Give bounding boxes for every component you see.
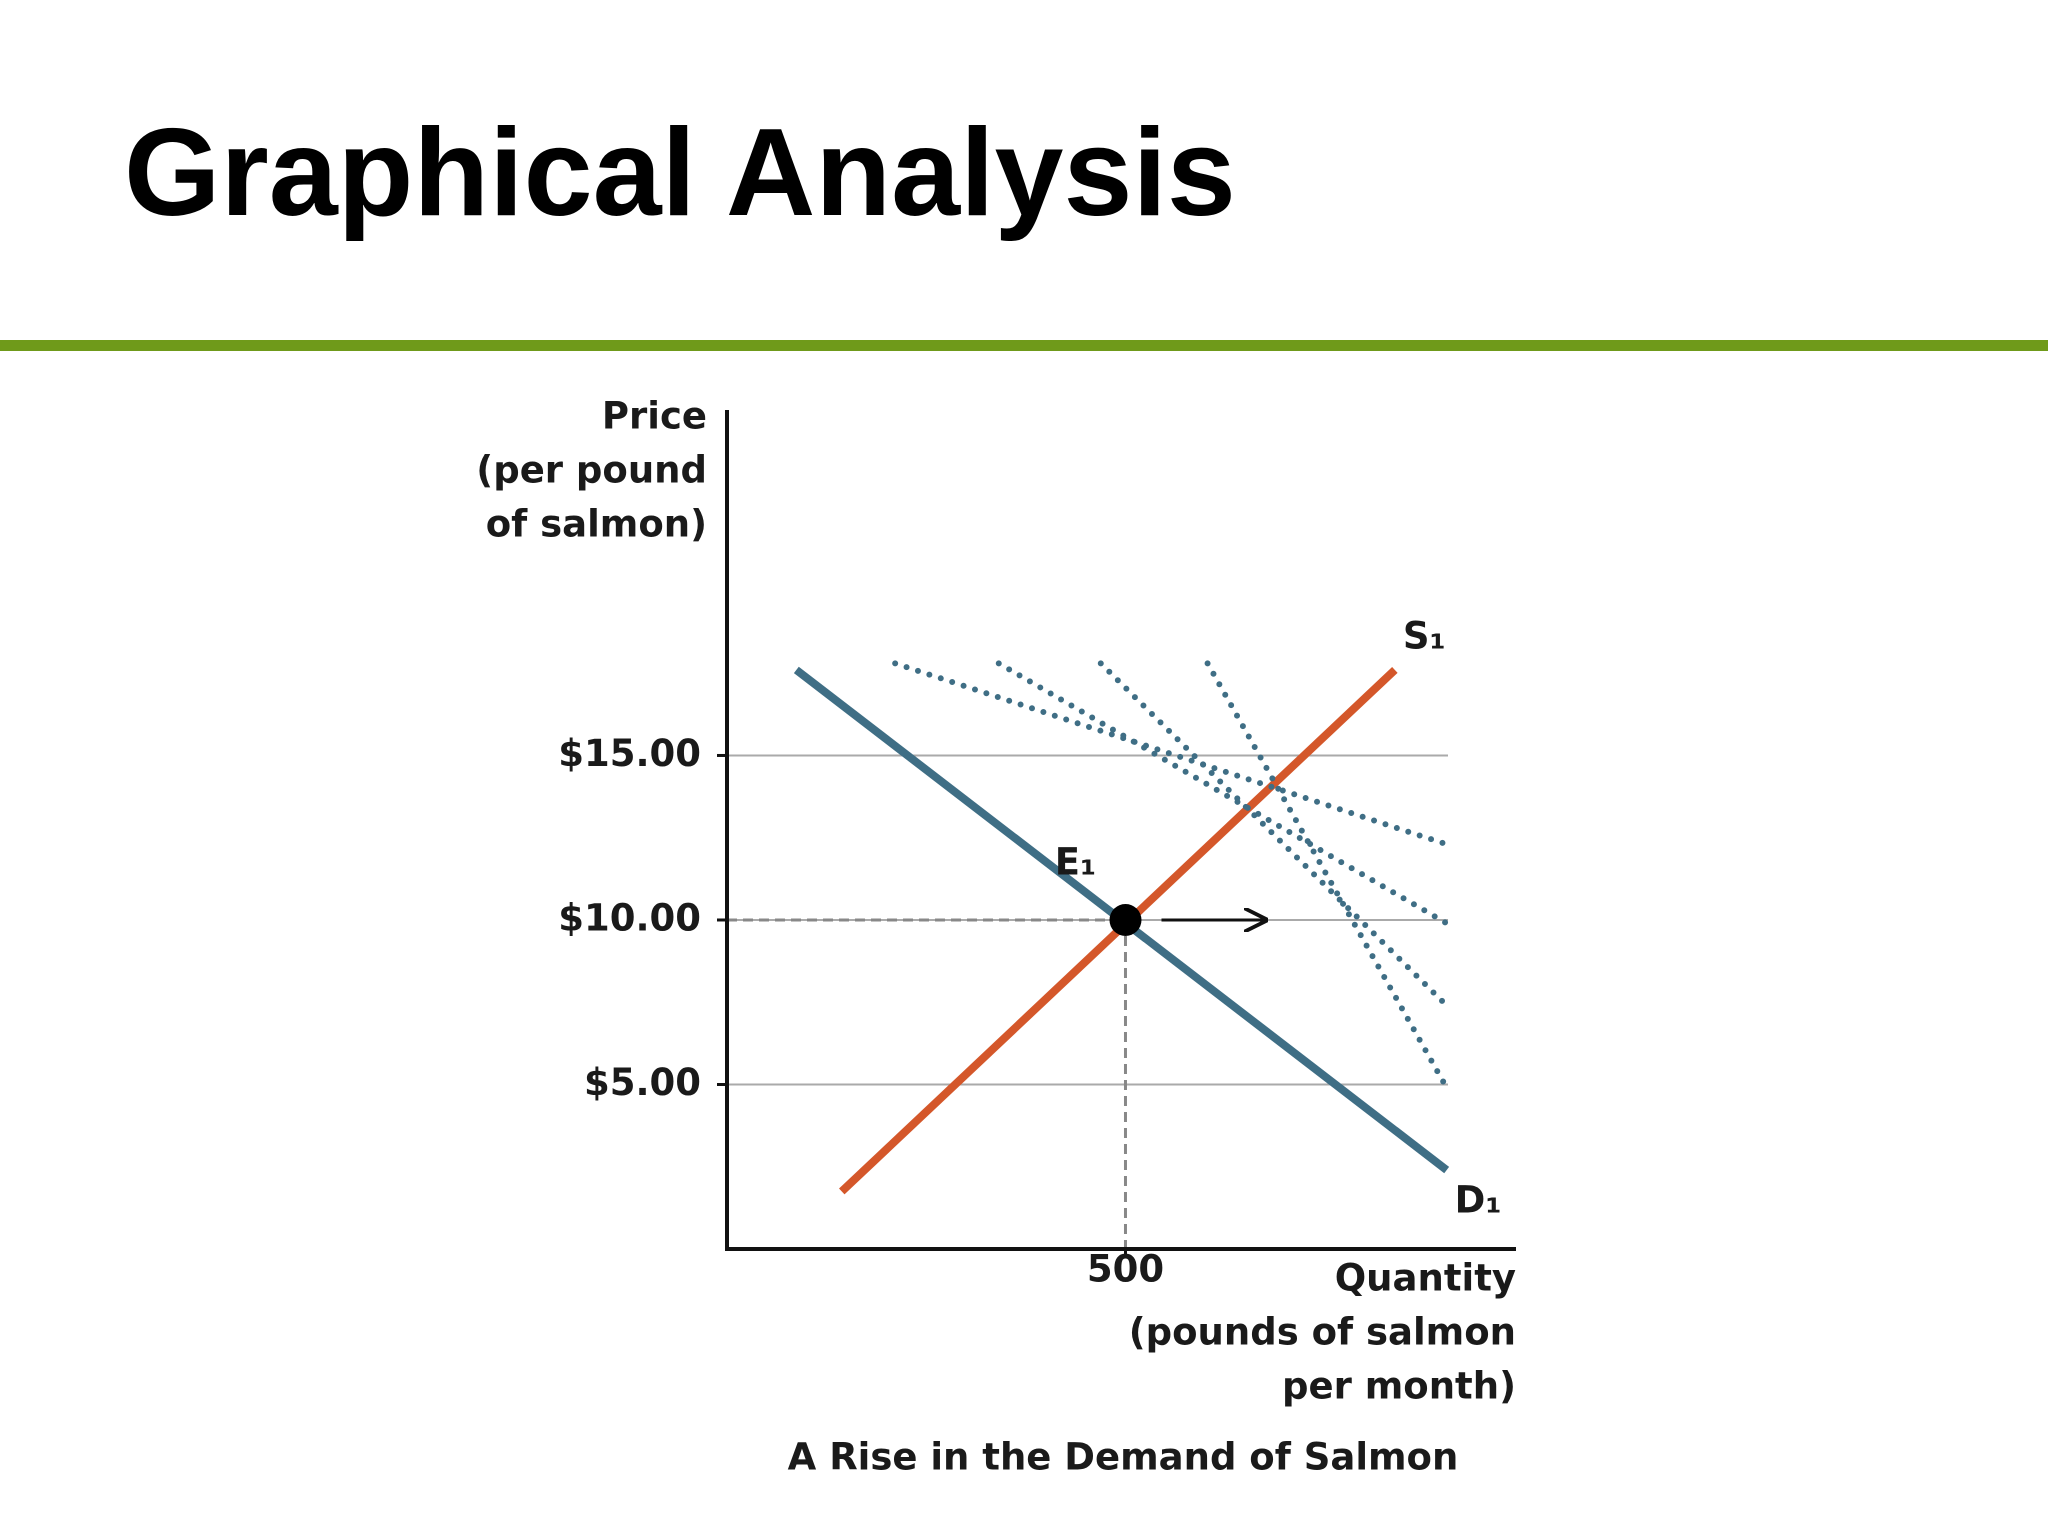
x-axis-label: Quantity <box>1335 1257 1516 1300</box>
curve-label: D₁ <box>1455 1179 1502 1222</box>
curve-label: S₁ <box>1403 614 1446 657</box>
equilibrium-point <box>1109 903 1142 936</box>
y-axis-label: Price <box>602 395 707 438</box>
divider <box>0 340 2048 351</box>
point-label: E₁ <box>1055 840 1096 883</box>
x-axis-label: per month) <box>1282 1365 1516 1408</box>
y-tick-label: $5.00 <box>584 1061 701 1104</box>
shifted-demand-line <box>995 660 1450 927</box>
shifted-demand-line <box>1204 660 1450 1091</box>
x-axis-label: (pounds of salmon <box>1129 1311 1516 1354</box>
y-axis-label: of salmon) <box>486 503 707 546</box>
chart-caption: A Rise in the Demand of Salmon <box>788 1436 1459 1479</box>
y-tick-label: $10.00 <box>558 896 701 939</box>
y-axis-label: (per pound <box>476 449 707 492</box>
y-tick-label: $15.00 <box>558 732 701 775</box>
shifted-demand-line <box>1097 660 1450 1009</box>
slide-title: Graphical Analysis <box>124 104 1236 242</box>
x-tick-label: 500 <box>1087 1248 1164 1291</box>
shifted-demand-line <box>892 660 1450 848</box>
